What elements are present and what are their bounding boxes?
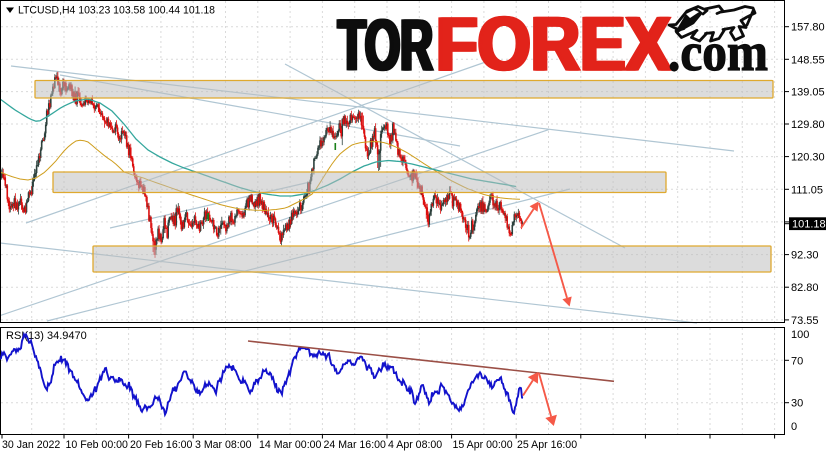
svg-text:RSI(13) 34.9470: RSI(13) 34.9470 [6, 330, 87, 342]
svg-text:30: 30 [791, 398, 803, 410]
svg-text:25 Apr 16:00: 25 Apr 16:00 [517, 439, 577, 451]
svg-text:TOR: TOR [337, 6, 432, 86]
svg-text:157.80: 157.80 [791, 22, 825, 34]
svg-text:0: 0 [791, 421, 797, 433]
svg-text:15 Apr 00:00: 15 Apr 00:00 [453, 439, 513, 451]
svg-text:14 Mar 00:00: 14 Mar 00:00 [259, 439, 322, 451]
svg-text:4 Apr 08:00: 4 Apr 08:00 [388, 439, 442, 451]
svg-text:FOREX: FOREX [434, 2, 669, 87]
svg-text:3 Mar 08:00: 3 Mar 08:00 [195, 439, 252, 451]
svg-text:TOR: TOR [336, 6, 431, 86]
svg-text:129.80: 129.80 [791, 119, 825, 131]
svg-text:101.18: 101.18 [792, 219, 826, 231]
svg-text:FOREX: FOREX [437, 2, 672, 87]
svg-text:70: 70 [791, 355, 803, 367]
svg-text:20 Feb 16:00: 20 Feb 16:00 [130, 439, 193, 451]
svg-text:111.05: 111.05 [791, 184, 823, 196]
svg-text:82.80: 82.80 [791, 282, 819, 294]
svg-text:LTCUSD,H4 103.23 103.58 100.4: LTCUSD,H4 103.23 103.58 100.44 101.18 [18, 5, 215, 17]
svg-text:92.30: 92.30 [791, 250, 819, 262]
svg-text:30 Jan 2022: 30 Jan 2022 [2, 439, 60, 451]
svg-text:10 Feb 00:00: 10 Feb 00:00 [66, 439, 129, 451]
svg-text:FOREX: FOREX [435, 2, 670, 87]
svg-text:100: 100 [791, 329, 809, 341]
svg-text:120.30: 120.30 [791, 152, 825, 164]
svg-text:TOR: TOR [339, 6, 434, 86]
svg-text:148.55: 148.55 [791, 54, 825, 66]
svg-text:TOR: TOR [340, 6, 435, 86]
svg-text:73.55: 73.55 [791, 315, 819, 327]
svg-text:139.05: 139.05 [791, 87, 825, 99]
svg-text:FOREX: FOREX [438, 2, 673, 87]
svg-text:24 Mar 16:00: 24 Mar 16:00 [324, 439, 387, 451]
svg-text:.com: .com [668, 22, 768, 82]
